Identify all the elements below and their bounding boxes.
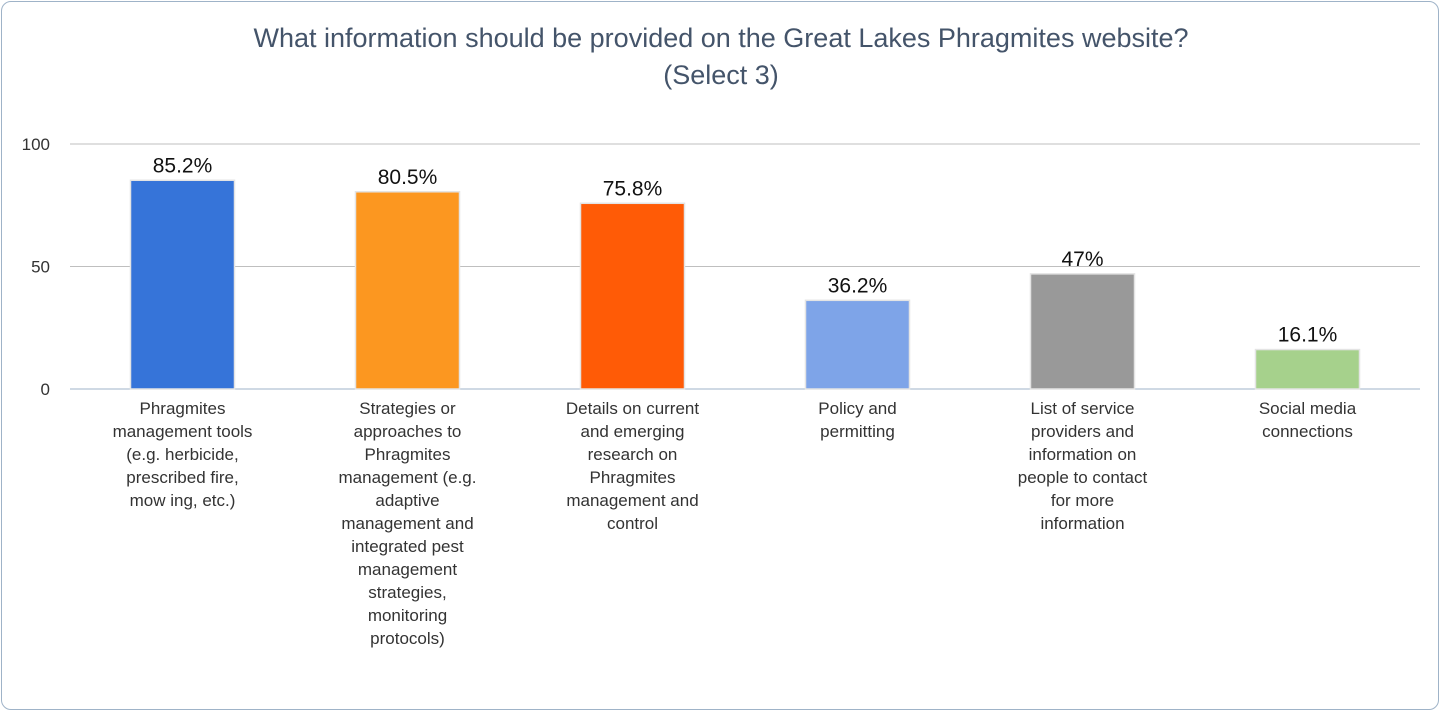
chart-title: What information should be provided on t…	[0, 20, 1442, 94]
x-category-label: Phragmites management tools (e.g. herbic…	[112, 399, 253, 510]
x-category-label: Details on current and emerging research…	[565, 399, 700, 533]
x-category-label: Strategies or approaches to Phragmites m…	[338, 399, 477, 648]
data-label: 75.8%	[603, 177, 663, 200]
bar	[1029, 273, 1136, 390]
y-tick-label: 50	[31, 258, 50, 277]
chart-title-text: What information should be provided on t…	[253, 23, 1189, 53]
chart-subtitle-text: (Select 3)	[663, 60, 779, 90]
y-tick-label: 0	[41, 380, 50, 399]
x-category-label: Policy and permitting	[818, 399, 897, 441]
bar	[579, 202, 686, 390]
data-label: 85.2%	[153, 154, 213, 177]
bar	[804, 299, 911, 390]
data-label: 80.5%	[378, 166, 438, 189]
data-label: 36.2%	[828, 274, 888, 297]
x-category-label: Social media connections	[1258, 399, 1357, 441]
bar	[354, 191, 461, 390]
bar	[1254, 348, 1361, 390]
data-label: 16.1%	[1278, 324, 1338, 347]
data-label: 47%	[1061, 248, 1103, 271]
y-tick-label: 100	[22, 135, 50, 154]
bar	[129, 179, 236, 390]
x-category-label: List of service providers and informatio…	[1017, 399, 1148, 533]
